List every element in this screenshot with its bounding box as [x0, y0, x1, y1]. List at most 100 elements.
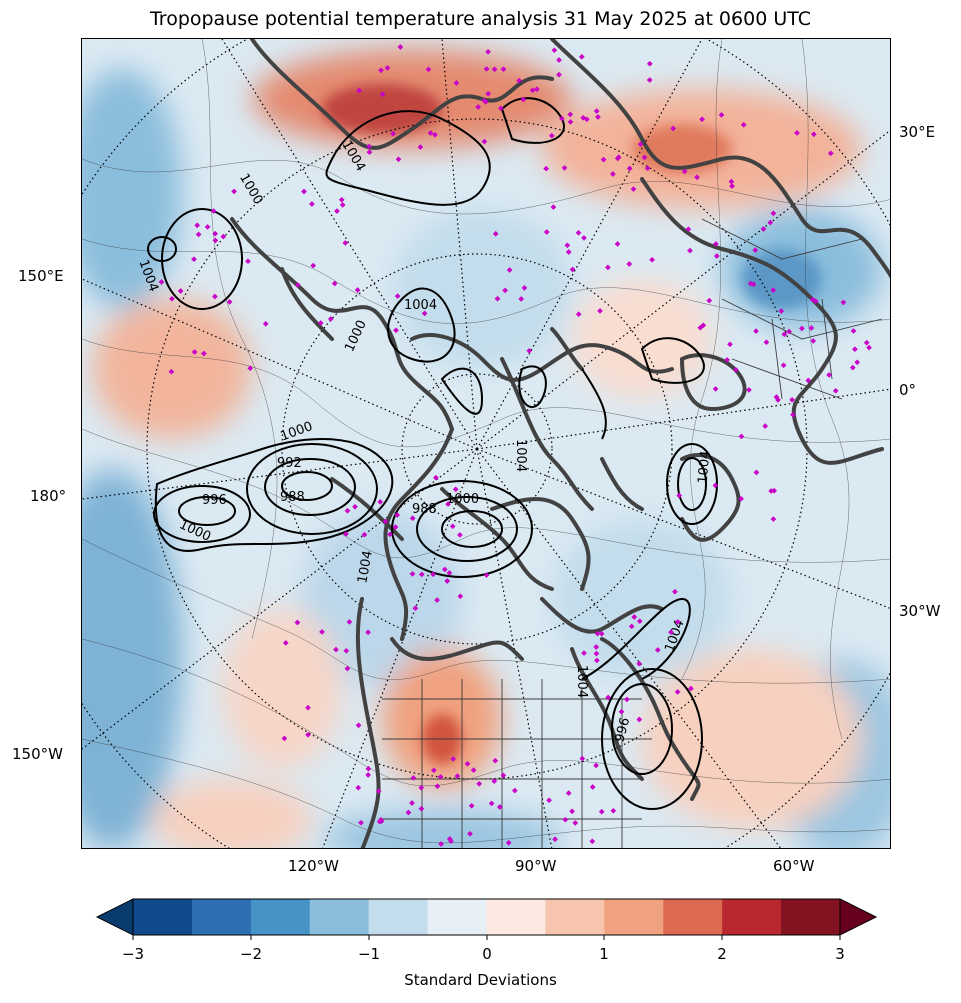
station-marker — [672, 588, 678, 595]
station-marker — [281, 735, 288, 742]
station-marker — [195, 231, 202, 238]
station-marker — [409, 571, 416, 577]
map-panel: 1004 1000 1004 1000 1004 992 988 996 100… — [81, 38, 891, 849]
colorbar-tick-label: 1 — [599, 945, 609, 963]
station-marker — [565, 790, 572, 796]
station-marker — [382, 518, 389, 525]
station-marker — [674, 619, 681, 625]
station-marker — [437, 774, 444, 780]
station-marker — [770, 210, 777, 217]
station-marker — [418, 805, 425, 812]
station-marker — [432, 131, 438, 138]
station-marker — [212, 293, 218, 300]
station-marker — [365, 629, 371, 636]
theta-contours — [82, 39, 890, 844]
station-marker — [212, 230, 219, 237]
station-marker — [379, 91, 386, 98]
station-marker — [852, 346, 858, 353]
station-marker — [470, 767, 477, 773]
station-marker — [685, 226, 692, 233]
station-marker — [593, 650, 600, 657]
colorbar-cell — [427, 899, 487, 935]
station-marker — [526, 347, 533, 354]
station-marker — [753, 328, 759, 334]
station-marker — [729, 183, 735, 189]
anomaly-field — [82, 49, 890, 848]
station-marker — [676, 492, 683, 499]
station-marker — [417, 144, 424, 150]
station-marker — [697, 324, 704, 331]
station-marker — [343, 531, 349, 537]
station-marker — [646, 60, 653, 67]
station-marker — [778, 308, 785, 314]
station-marker — [305, 704, 311, 711]
station-marker — [649, 256, 655, 263]
isobars — [147, 97, 718, 810]
station-marker — [770, 287, 777, 293]
station-marker — [301, 188, 307, 195]
station-marker — [492, 757, 499, 764]
colorbar-tick-label: −1 — [357, 945, 381, 963]
station-marker — [688, 685, 694, 692]
isobar-label: 988 — [280, 490, 305, 505]
station-marker — [247, 365, 254, 372]
station-marker — [832, 387, 839, 394]
station-marker — [412, 605, 419, 612]
station-marker — [352, 503, 358, 510]
station-marker — [355, 784, 362, 791]
station-marker — [409, 515, 416, 522]
station-marker — [750, 281, 757, 288]
station-marker — [334, 208, 340, 214]
station-marker — [327, 316, 334, 322]
station-marker — [346, 619, 353, 625]
station-marker — [418, 784, 425, 791]
station-marker — [548, 132, 555, 139]
station-marker — [485, 90, 492, 97]
station-marker — [452, 486, 459, 493]
station-marker — [387, 531, 393, 538]
station-marker — [564, 242, 571, 249]
station-marker — [365, 772, 371, 778]
station-marker — [738, 433, 745, 440]
station-marker — [794, 130, 800, 136]
station-marker — [427, 130, 434, 136]
station-marker — [204, 224, 211, 230]
colorbar-cells — [133, 899, 841, 935]
colorbar-ticks — [132, 935, 841, 940]
colorbar-tick-label: 0 — [482, 945, 492, 963]
station-marker — [169, 295, 175, 302]
station-marker — [282, 640, 289, 646]
station-marker — [433, 474, 439, 481]
station-marker — [354, 287, 361, 293]
station-marker — [780, 362, 787, 369]
station-marker — [168, 368, 175, 375]
station-marker — [201, 350, 207, 357]
isobar-label: 1004 — [696, 450, 714, 484]
station-marker — [430, 571, 436, 578]
station-marker — [628, 623, 635, 630]
station-marker — [481, 138, 488, 145]
station-marker — [378, 67, 384, 74]
station-marker — [631, 614, 638, 620]
colorbar-cell — [486, 899, 546, 935]
station-marker — [600, 156, 607, 163]
station-marker — [543, 229, 550, 235]
station-marker — [425, 66, 432, 73]
station-marker — [342, 240, 349, 246]
station-marker — [494, 295, 501, 302]
station-marker — [687, 247, 693, 254]
station-marker — [405, 809, 412, 816]
lon-label-150w: 150°W — [12, 745, 63, 763]
station-marker — [550, 204, 557, 210]
station-marker — [771, 487, 778, 494]
station-marker — [654, 647, 661, 653]
colorbar-cell — [191, 899, 252, 935]
station-marker — [454, 773, 461, 779]
station-marker — [644, 165, 651, 172]
station-marker — [641, 154, 648, 161]
station-marker — [752, 247, 759, 253]
station-marker — [556, 57, 562, 63]
station-marker — [763, 339, 770, 346]
station-marker — [713, 253, 720, 259]
station-marker — [556, 71, 562, 78]
